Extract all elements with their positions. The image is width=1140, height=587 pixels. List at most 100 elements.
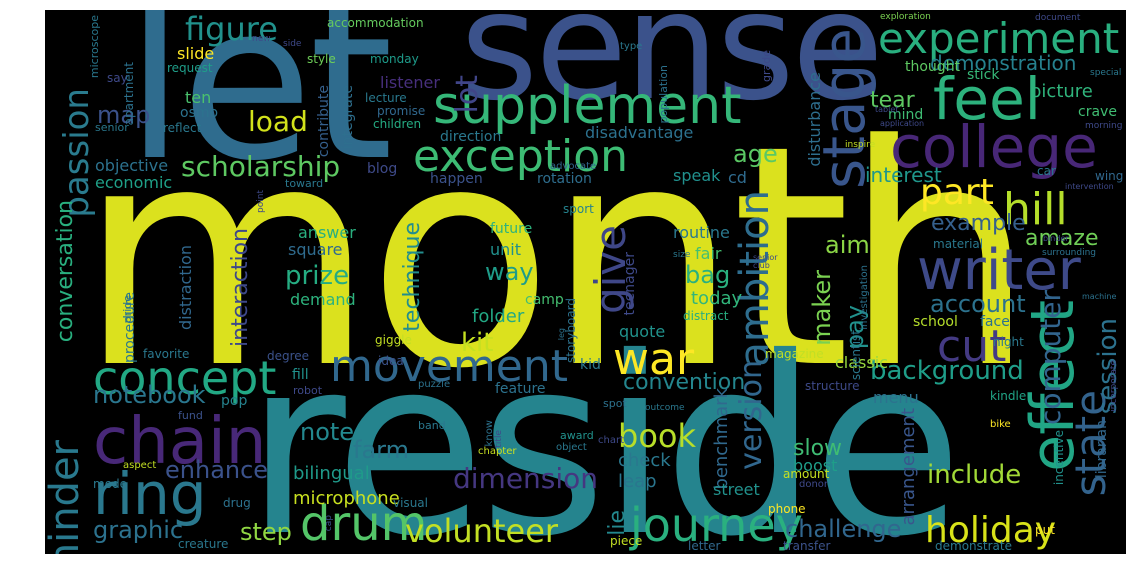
word-lot: lot: [450, 75, 485, 114]
word-notebook: notebook: [93, 381, 206, 409]
word-night: night: [993, 335, 1024, 349]
word-experiment: experiment: [878, 14, 1120, 63]
word-interest: interest: [865, 163, 942, 187]
word-exception: exception: [413, 131, 629, 182]
word-account: account: [930, 290, 1026, 318]
word-camp: camp: [525, 292, 564, 308]
word-favorite: favorite: [143, 347, 190, 361]
word-contribute: contribute: [316, 85, 332, 158]
word-folder: folder: [472, 306, 525, 327]
word-rotation: rotation: [537, 171, 592, 187]
word-put: put: [1035, 523, 1055, 537]
word-point: point: [256, 190, 266, 213]
word-reflect: reflect: [163, 121, 202, 135]
word-bilingual: bilingual: [293, 463, 370, 484]
word-benchmark: benchmark: [711, 388, 732, 490]
word-maker: maker: [808, 270, 836, 346]
word-classic: classic: [835, 353, 888, 372]
word-dimension: dimension: [453, 462, 599, 495]
word-way: way: [485, 258, 534, 286]
word-amount: amount: [783, 467, 830, 481]
word-pride: pride: [121, 295, 134, 324]
word-microscope: microscope: [88, 15, 101, 79]
word-structure: structure: [805, 379, 860, 393]
word-club: club: [753, 261, 770, 270]
word-scientist: scientist: [849, 330, 863, 381]
word-wing: wing: [1095, 169, 1124, 183]
word-holiday: holiday: [925, 510, 1057, 551]
word-unit: unit: [490, 240, 521, 259]
word-style: style: [307, 52, 336, 66]
word-chapter: chapter: [478, 446, 517, 457]
word-senior: senior: [95, 121, 129, 134]
word-binder: binder: [1043, 234, 1069, 243]
word-incorporate: incorporate: [1109, 360, 1119, 412]
word-degree: degree: [267, 349, 310, 363]
word-advocate: advocate: [550, 161, 597, 172]
word-fill: fill: [292, 367, 309, 383]
word-spot: spot: [603, 397, 627, 410]
word-war: war: [613, 334, 695, 385]
word-chart: chart: [598, 435, 624, 446]
word-street: street: [713, 480, 760, 499]
word-car: car: [1037, 164, 1056, 178]
word-demonstrate: demonstrate: [935, 539, 1012, 553]
word-note: note: [300, 418, 355, 446]
word-kit: kit: [461, 328, 494, 358]
word-ten: ten: [185, 88, 212, 107]
word-robot: robot: [293, 384, 323, 397]
word-monday: monday: [370, 52, 419, 66]
word-feel: feel: [933, 65, 1041, 133]
word-writer: writer: [917, 238, 1081, 303]
word-machine: machine: [1082, 292, 1117, 301]
word-kindle: kindle: [990, 389, 1027, 403]
word-say: say: [107, 71, 128, 85]
word-volunteer: volunteer: [405, 512, 559, 550]
word-exploration: exploration: [880, 12, 931, 22]
word-award: award: [560, 429, 594, 442]
word-disturbance: disturbance: [805, 72, 824, 167]
word-challenge: challenge: [785, 515, 902, 543]
word-piece: piece: [610, 534, 643, 548]
word-part: part: [920, 172, 994, 213]
word-feature: feature: [495, 381, 546, 397]
word-leg: leg: [557, 328, 566, 341]
word-demonstration: demonstration: [930, 51, 1077, 75]
word-include: include: [927, 460, 1022, 490]
word-osmo: osmo: [180, 105, 219, 121]
word-drug: drug: [223, 496, 251, 510]
word-aspect: aspect: [123, 460, 157, 471]
word-demand: demand: [290, 290, 356, 309]
word-technique: technique: [400, 222, 425, 332]
word-lie: lie: [605, 510, 630, 536]
word-object: object: [556, 442, 587, 453]
word-visual: visual: [393, 496, 428, 510]
word-lecture: lecture: [365, 91, 407, 105]
word-new: new: [252, 34, 271, 44]
word-hill: hill: [1003, 184, 1068, 235]
word-puzzle: puzzle: [418, 379, 451, 390]
word-letter: letter: [688, 539, 721, 553]
word-sense: sense: [460, 10, 884, 134]
word-microphone: microphone: [293, 488, 400, 509]
word-phone: phone: [768, 502, 806, 516]
word-cap: cap: [324, 515, 334, 532]
word-listener: listener: [380, 73, 440, 92]
word-kid: kid: [580, 357, 601, 373]
word-book: book: [618, 417, 696, 455]
word-interaction: interaction: [228, 228, 253, 347]
word-leap: leap: [618, 471, 657, 492]
word-transfer: transfer: [783, 539, 831, 553]
word-title: title: [494, 430, 504, 448]
word-hinder: hinder: [45, 440, 88, 554]
word-accommodation: accommodation: [327, 16, 424, 30]
word-let: let: [125, 10, 393, 208]
word-check: check: [618, 450, 671, 471]
word-fund: fund: [178, 409, 203, 422]
word-aim: aim: [825, 231, 870, 259]
word-school: school: [913, 314, 958, 330]
word-chain: chain: [93, 405, 267, 479]
word-map: map: [97, 101, 151, 129]
word-prize: prize: [285, 261, 350, 291]
word-future: future: [490, 221, 533, 237]
